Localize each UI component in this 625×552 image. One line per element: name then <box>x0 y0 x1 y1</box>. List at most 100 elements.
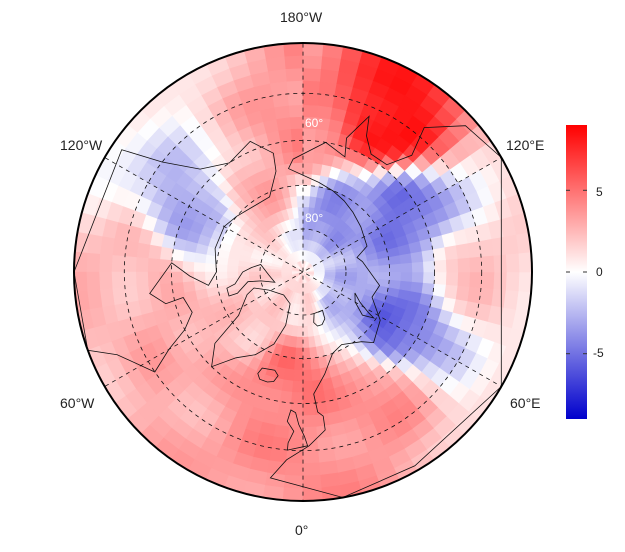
anomaly-cell <box>312 151 325 166</box>
meridian-line <box>81 143 525 401</box>
coast-eurasia <box>269 115 502 498</box>
lon-label-lower-right: 60°E <box>510 395 541 411</box>
coast-north-america <box>74 140 277 373</box>
anomaly-cell <box>387 279 401 290</box>
anomaly-cell <box>445 258 459 273</box>
anomaly-cell <box>294 173 304 187</box>
anomaly-cell <box>443 244 458 260</box>
anomaly-cell <box>111 271 126 289</box>
anomaly-cell <box>290 128 304 142</box>
anomaly-cell <box>468 271 483 288</box>
anomaly-cell <box>295 346 304 359</box>
map-outline <box>73 42 533 502</box>
anomaly-cell <box>302 368 313 382</box>
anomaly-cell <box>297 325 304 338</box>
anomaly-cell <box>302 357 312 371</box>
anomaly-cell <box>367 271 379 279</box>
anomaly-cell <box>182 250 197 263</box>
anomaly-cell <box>87 289 104 310</box>
anomaly-cell <box>286 80 304 95</box>
anomaly-cell <box>317 93 335 109</box>
anomaly-cell <box>123 256 138 273</box>
anomaly-cell <box>490 288 506 308</box>
anomaly-cell <box>290 402 304 416</box>
anomaly-cell <box>204 263 218 273</box>
anomaly-cell <box>388 271 402 281</box>
anomaly-cell <box>293 368 304 382</box>
anomaly-cell <box>291 391 304 404</box>
anomaly-cell <box>302 425 318 440</box>
anomaly-cell <box>409 281 424 294</box>
anomaly-cell <box>302 128 316 142</box>
anomaly-cell <box>456 271 471 287</box>
anomaly-cell <box>455 242 470 259</box>
anomaly-cell <box>267 459 287 475</box>
anomaly-cell <box>302 402 316 416</box>
anomaly-cell <box>292 380 304 393</box>
anomaly-cell <box>492 253 507 273</box>
anomaly-cell <box>320 56 341 73</box>
anomaly-cell <box>216 271 229 280</box>
anomaly-cell <box>411 271 424 283</box>
anomaly-cell <box>318 81 337 97</box>
anomaly-cell <box>302 414 317 428</box>
anomaly-cell <box>466 286 482 304</box>
coast-novaya-zemlya <box>354 292 376 319</box>
anomaly-cell <box>422 260 435 273</box>
anomaly-cell <box>86 252 101 273</box>
anomaly-cell <box>74 271 76 294</box>
coast-iceland <box>257 367 279 383</box>
anomaly-cell <box>302 68 322 83</box>
anomaly-cell <box>269 81 288 97</box>
anomaly-cell <box>123 271 138 288</box>
lat-label-60: 60° <box>305 116 323 130</box>
anomaly-cell <box>502 234 519 255</box>
anomaly-cell <box>135 271 150 287</box>
anomaly-cell <box>147 258 161 273</box>
anomaly-cell <box>530 250 532 273</box>
anomaly-cell <box>296 336 304 348</box>
anomaly-cell <box>480 271 495 289</box>
anomaly-cell <box>135 257 150 273</box>
anomaly-cell <box>388 263 402 273</box>
anomaly-cell <box>159 259 173 273</box>
anomaly-cell <box>287 92 304 107</box>
anomaly-cell <box>302 43 324 58</box>
anomaly-cell <box>422 271 435 284</box>
anomaly-cell <box>147 271 161 286</box>
coast-greenland <box>211 287 291 368</box>
anomaly-cell <box>517 251 532 273</box>
anomaly-cell <box>277 401 292 415</box>
colorbar-tick-label: 5 <box>596 185 603 199</box>
anomaly-cell <box>302 391 315 404</box>
anomaly-cell <box>136 285 151 302</box>
graticule <box>81 43 525 501</box>
anomaly-cell <box>302 449 320 464</box>
coast-svalbard <box>313 309 326 327</box>
anomaly-cell <box>160 246 174 261</box>
anomaly-cell <box>265 471 286 488</box>
lon-label-lower-left: 60°W <box>60 395 95 411</box>
colorbar-tick-label: 0 <box>596 265 603 279</box>
anomaly-cell <box>286 449 304 464</box>
anomaly-cell <box>445 271 459 286</box>
anomaly-cell <box>294 357 304 371</box>
anomaly-cell <box>468 256 483 273</box>
anomaly-cell <box>271 435 289 451</box>
anomaly-cell <box>302 474 323 489</box>
anomaly-cell <box>377 271 390 280</box>
anomaly-cell <box>100 288 116 308</box>
anomaly-cell <box>530 271 532 294</box>
anomaly-cell <box>302 499 325 501</box>
anomaly-cell <box>443 284 458 300</box>
anomaly-cell <box>455 285 470 302</box>
anomaly-cell <box>319 69 339 85</box>
anomaly-cell <box>285 356 296 370</box>
anomaly-cell <box>284 461 304 476</box>
anomaly-cell <box>399 262 413 273</box>
anomaly-cell <box>275 117 291 132</box>
anomaly-cell <box>74 250 76 273</box>
anomaly-cell <box>298 303 304 316</box>
anomaly-cell <box>302 43 325 45</box>
anomaly-cell <box>282 486 304 501</box>
